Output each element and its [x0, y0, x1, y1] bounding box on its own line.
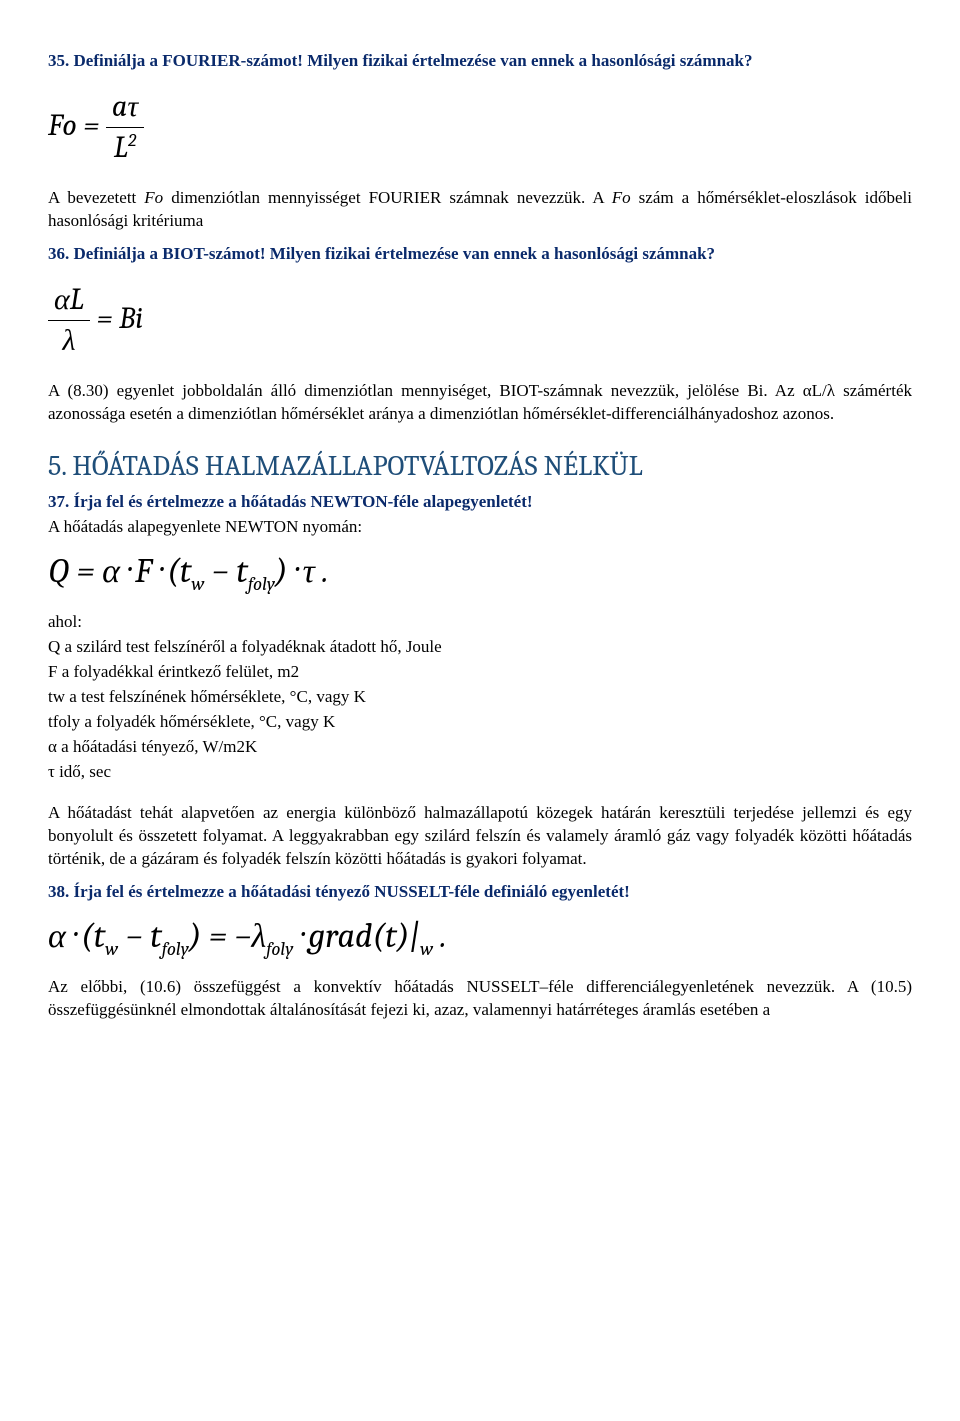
q37-def-5: τ idő, sec: [48, 761, 912, 784]
q36-para: A (8.30) egyenlet jobboldalán álló dimen…: [48, 380, 912, 426]
section5-title: 5. HŐÁTADÁS HALMAZÁLLAPOTVÁLTOZÁS NÉLKÜL: [48, 448, 912, 486]
q35-title: Definiálja a FOURIER-számot! Milyen fizi…: [74, 51, 753, 70]
q38-num: 38.: [48, 882, 69, 901]
q35-num: 35.: [48, 51, 69, 70]
q35-frac-den: L2: [106, 128, 144, 169]
q37-ahol: ahol:: [48, 611, 912, 634]
q37-def-2: tw a test felszínének hőmérséklete, °C, …: [48, 686, 912, 709]
q37-num: 37.: [48, 492, 69, 511]
q37-def-0: Q a szilárd test felszínéről a folyadékn…: [48, 636, 912, 659]
q36-formula-rhs: = Bi: [97, 301, 144, 336]
q37-heading: 37. Írja fel és értelmezze a hőátadás NE…: [48, 491, 912, 514]
q37-title: Írja fel és értelmezze a hőátadás NEWTON…: [74, 492, 533, 511]
q37-def-3: tfoly a folyadék hőmérséklete, °C, vagy …: [48, 711, 912, 734]
q35-formula: Fo = aτ L2: [48, 87, 912, 169]
q35-heading: 35. Definiálja a FOURIER-számot! Milyen …: [48, 50, 912, 73]
q37-def-4: α a hőátadási tényező, W/m2K: [48, 736, 912, 759]
q36-frac-den: λ: [48, 321, 90, 362]
q35-aftertext: A bevezetett Fo dimenziótlan mennyissége…: [48, 187, 912, 233]
q36-num: 36.: [48, 244, 69, 263]
q36-heading: 36. Definiálja a BIOT-számot! Milyen fiz…: [48, 243, 912, 266]
q37-formula: Q = α · F · (tw − tfoly) · τ .: [48, 549, 912, 597]
q36-formula: αL λ = Bi: [48, 280, 912, 362]
q35-formula-lhs: Fo =: [48, 108, 99, 143]
q37-lead: A hőátadás alapegyenlete NEWTON nyomán:: [48, 516, 912, 539]
q36-frac-num: αL: [48, 280, 90, 322]
q38-heading: 38. Írja fel és értelmezze a hőátadási t…: [48, 881, 912, 904]
q37-def-1: F a folyadékkal érintkező felület, m2: [48, 661, 912, 684]
q38-title: Írja fel és értelmezze a hőátadási ténye…: [74, 882, 630, 901]
q38-para: Az előbbi, (10.6) összefüggést a konvekt…: [48, 976, 912, 1022]
q36-title: Definiálja a BIOT-számot! Milyen fizikai…: [74, 244, 716, 263]
q35-frac-num: aτ: [106, 87, 144, 129]
q37-para: A hőátadást tehát alapvetően az energia …: [48, 802, 912, 871]
q38-formula: α · (tw − tfoly) = −λfoly · grad(t)|w .: [48, 914, 912, 962]
